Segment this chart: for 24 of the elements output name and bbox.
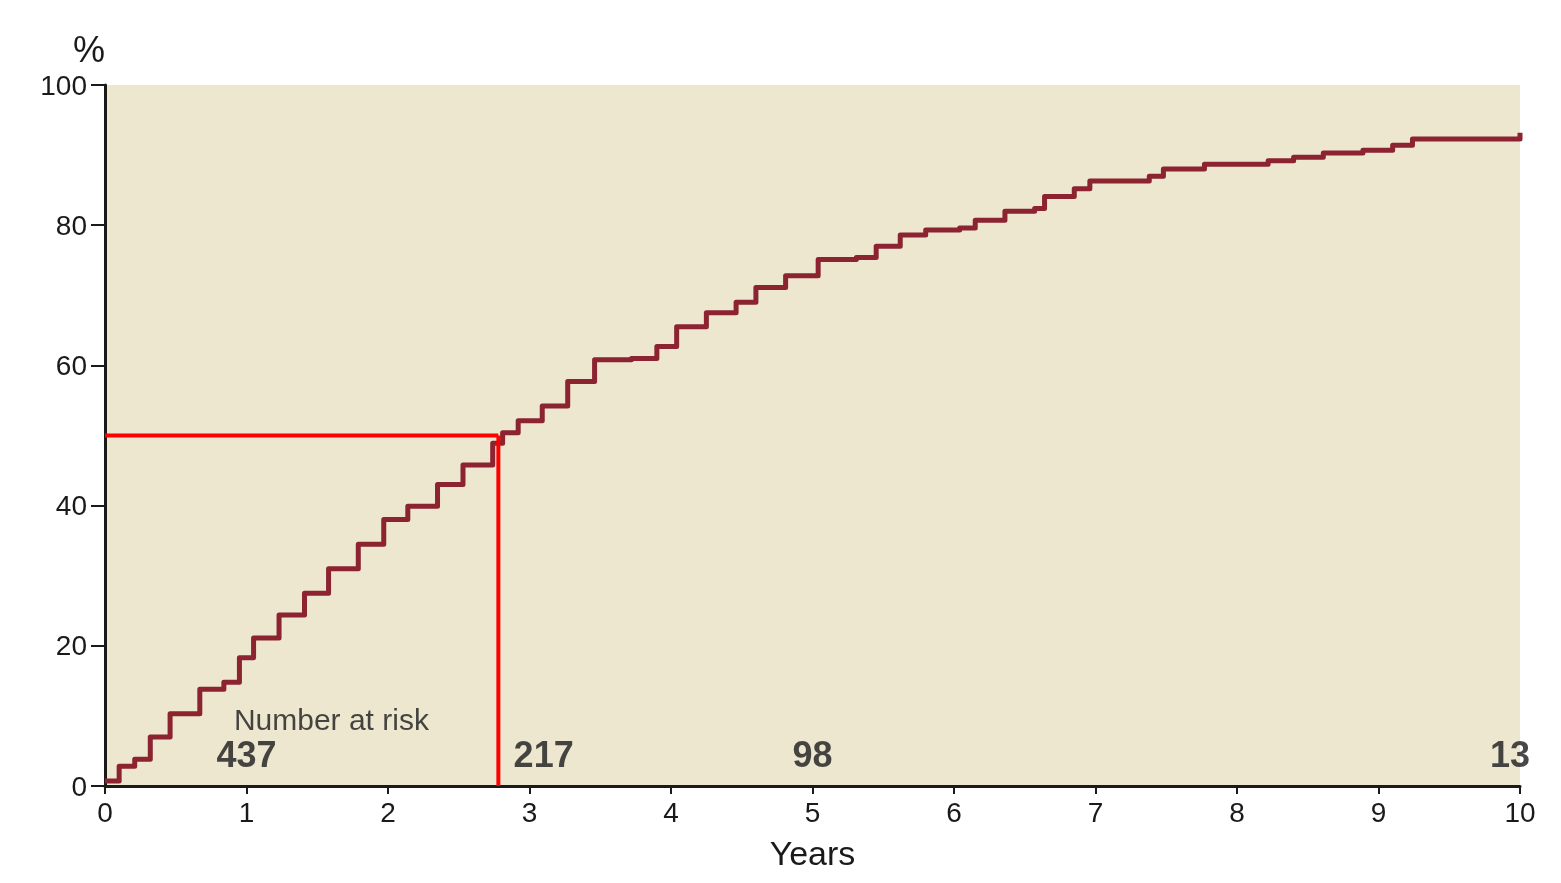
- y-tick-label: 80: [55, 209, 87, 241]
- y-tick-label: 40: [55, 490, 87, 522]
- x-tick-label: 2: [380, 796, 396, 828]
- x-tick-label: 1: [238, 796, 255, 828]
- x-tick-label: 3: [521, 796, 538, 828]
- x-tick-label: 0: [97, 796, 113, 828]
- annotation: Number at risk: [233, 702, 430, 736]
- x-tick-label: 4: [663, 796, 679, 828]
- x-axis-title: Years: [769, 834, 856, 872]
- y-tick-label: 100: [40, 69, 87, 101]
- x-tick-label: 7: [1087, 796, 1104, 828]
- x-tick-label: 5: [804, 796, 821, 828]
- annotation: 437: [216, 733, 277, 775]
- x-tick-label: 8: [1229, 796, 1245, 828]
- annotation: 98: [792, 733, 833, 775]
- x-tick-label: 9: [1370, 796, 1387, 828]
- x-tick-label: 6: [946, 796, 962, 828]
- y-tick-label: 20: [55, 630, 87, 662]
- y-axis-title: %: [72, 28, 105, 70]
- y-tick-label: 0: [71, 770, 87, 802]
- x-tick-label: 10: [1504, 796, 1536, 828]
- y-tick-label: 60: [55, 349, 87, 381]
- annotation: 217: [513, 733, 574, 775]
- annotation: 13: [1490, 733, 1531, 775]
